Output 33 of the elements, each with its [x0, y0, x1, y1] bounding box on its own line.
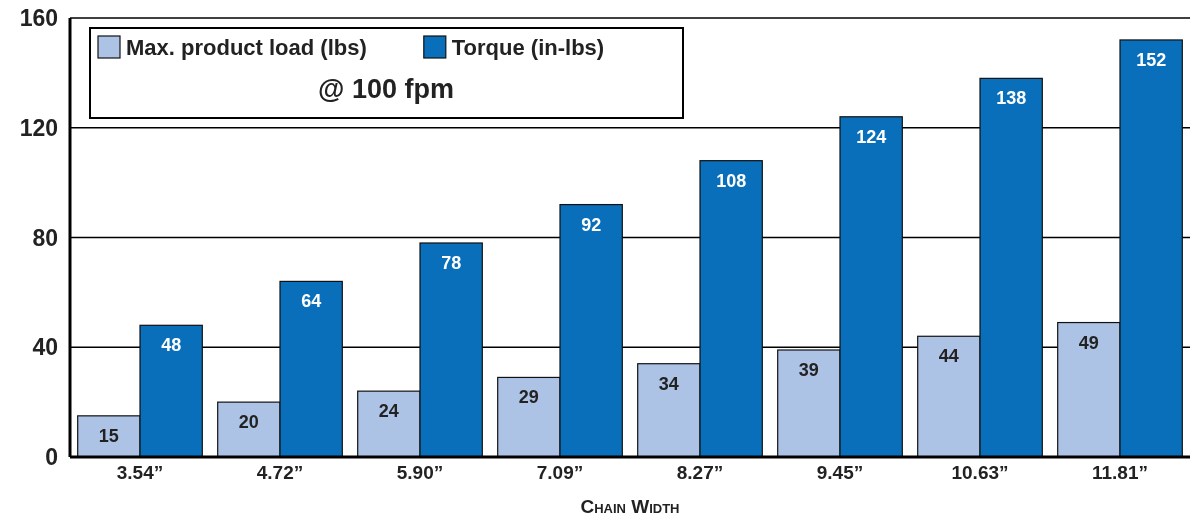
x-tick-label: 11.81” [1092, 462, 1148, 483]
x-tick-label: 4.72” [256, 462, 304, 483]
y-tick-label: 80 [32, 224, 58, 251]
data-label: 124 [856, 126, 887, 147]
data-label: 15 [98, 425, 119, 446]
data-label: 64 [301, 291, 322, 312]
x-tick-label: 7.09” [536, 462, 584, 483]
y-tick-label: 120 [19, 114, 58, 141]
x-tick-label: 9.45” [816, 462, 864, 483]
y-tick-label: 0 [45, 444, 58, 471]
data-label: 44 [938, 346, 959, 367]
data-label: 78 [441, 252, 462, 273]
x-tick-label: 10.63” [951, 462, 1009, 483]
data-label: 92 [581, 214, 602, 235]
data-label: 39 [798, 359, 819, 380]
x-axis-title: Chain Width [580, 496, 680, 517]
data-label: 24 [378, 401, 399, 422]
data-label: 108 [716, 170, 747, 191]
legend-label: Torque (in-lbs) [451, 35, 605, 60]
data-label: 20 [238, 412, 259, 433]
x-tick-label: 5.90” [396, 462, 444, 483]
legend-title: @ 100 fpm [318, 74, 454, 104]
data-label: 34 [658, 373, 679, 394]
data-label: 49 [1078, 332, 1099, 353]
data-label: 138 [996, 88, 1027, 109]
x-tick-label: 3.54” [116, 462, 164, 483]
y-tick-label: 40 [32, 334, 58, 361]
y-tick-label: 160 [19, 5, 58, 32]
data-label: 29 [518, 387, 539, 408]
data-label: 152 [1136, 49, 1167, 70]
x-tick-label: 8.27” [676, 462, 724, 483]
data-label: 48 [161, 335, 182, 356]
legend-label: Max. product load (lbs) [126, 35, 367, 60]
